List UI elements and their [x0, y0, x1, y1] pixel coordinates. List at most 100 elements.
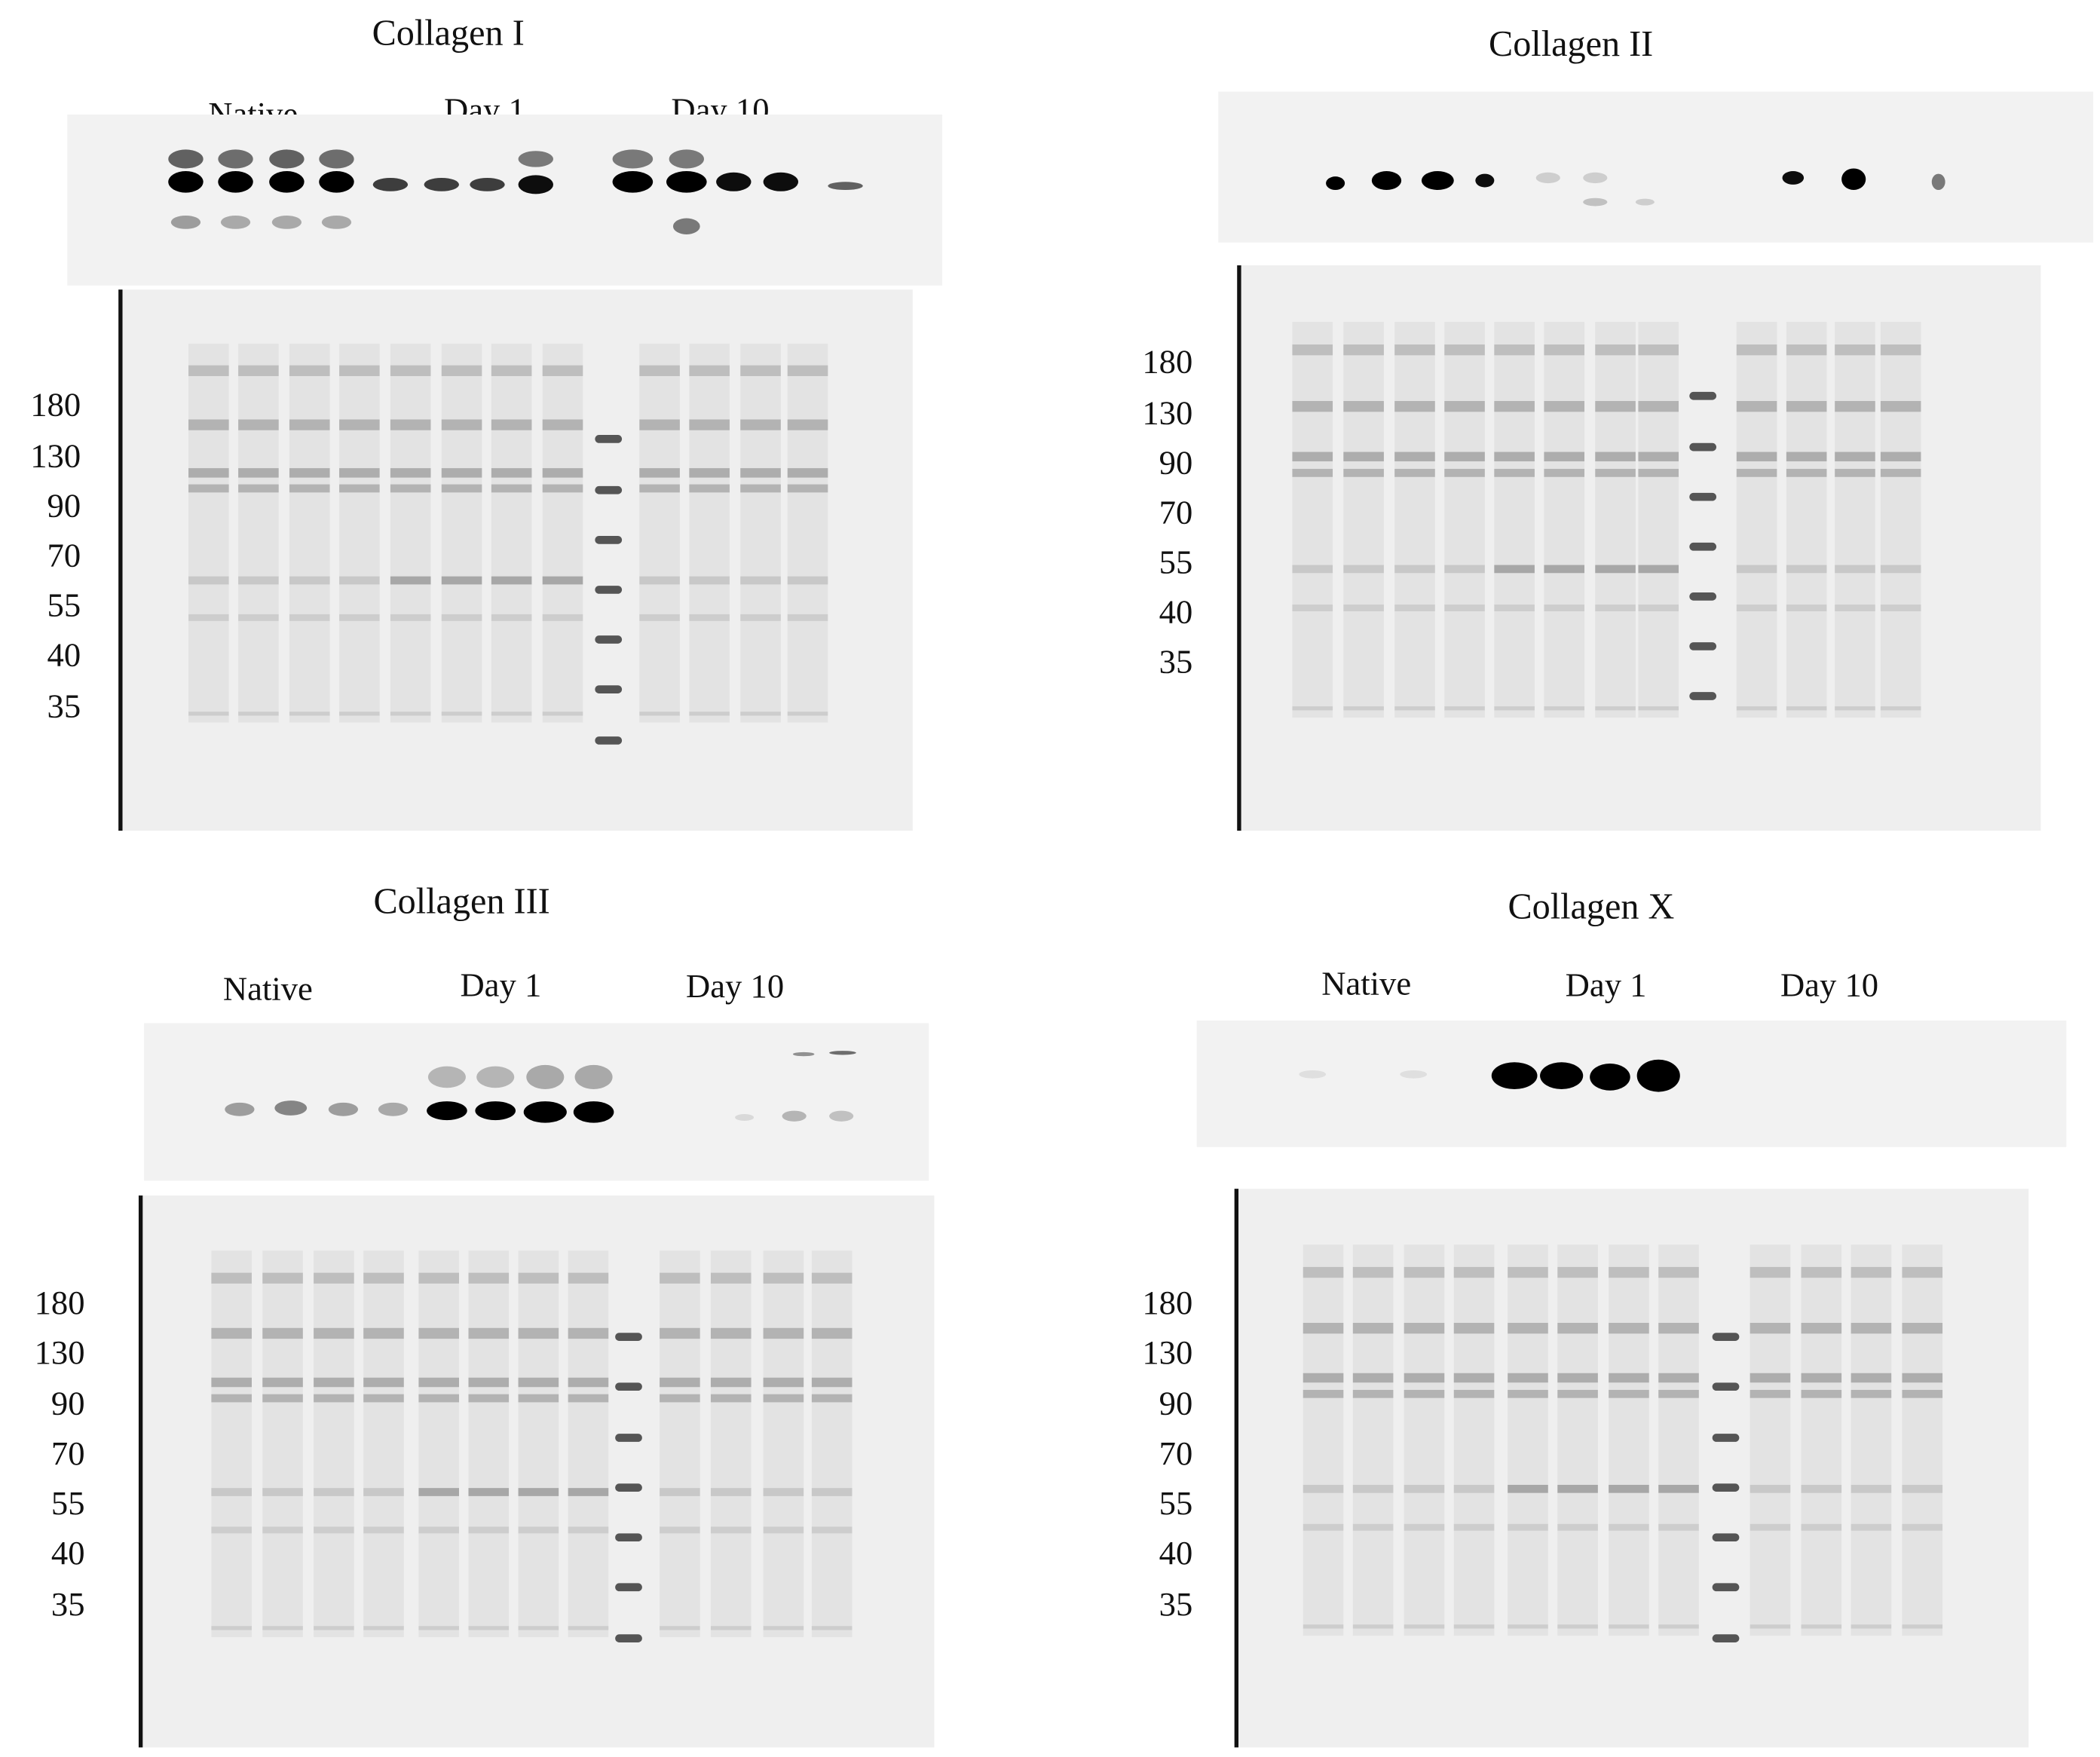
- gel-band: [1508, 1484, 1548, 1493]
- gel-band: [1835, 469, 1875, 477]
- gel-band: [211, 1272, 252, 1284]
- blot-band: [476, 1066, 515, 1088]
- gel-band: [211, 1394, 252, 1403]
- gel-band: [441, 712, 482, 716]
- ladder-band: [1712, 1382, 1740, 1391]
- blot-strip: [1196, 1020, 2067, 1147]
- gel-band: [1801, 1266, 1842, 1278]
- gel-band: [660, 1327, 700, 1339]
- blot-band: [523, 1101, 567, 1123]
- gel-lane: [441, 343, 482, 723]
- gel-band: [1658, 1624, 1699, 1629]
- marker-label: 55: [51, 1484, 85, 1522]
- gel-lane: [262, 1250, 303, 1637]
- gel-band: [339, 614, 380, 621]
- gel-band: [188, 419, 229, 430]
- gel-band: [1453, 1373, 1495, 1383]
- gel-band: [262, 1526, 303, 1534]
- blot-band: [829, 1110, 854, 1122]
- gel-band: [1609, 1624, 1649, 1629]
- marker-label: 90: [1159, 443, 1193, 481]
- gel-band: [1544, 605, 1585, 611]
- gel-band: [390, 576, 431, 585]
- gel-band: [639, 484, 680, 493]
- gel-band: [1835, 401, 1875, 412]
- gel-band: [763, 1626, 804, 1630]
- gel-band: [763, 1272, 804, 1284]
- gel-band: [1786, 565, 1827, 574]
- gel-band: [1595, 469, 1636, 477]
- gel-band: [262, 1626, 303, 1630]
- gel-band: [1902, 1266, 1943, 1278]
- blot-strip: [144, 1023, 929, 1181]
- gel-band: [1638, 605, 1679, 611]
- gel-band: [339, 365, 380, 376]
- gel-lane: [1658, 1244, 1699, 1636]
- gel-band: [339, 419, 380, 430]
- blot-strip: [67, 115, 943, 286]
- gel-band: [639, 712, 680, 716]
- marker-label: 90: [47, 487, 81, 525]
- gel-band: [1749, 1323, 1791, 1334]
- blot-band: [218, 149, 253, 169]
- gel-band: [441, 614, 482, 621]
- blot-band: [269, 171, 305, 193]
- gel-lane: [1638, 322, 1679, 718]
- gel-band: [1736, 451, 1777, 462]
- gel-band: [1595, 401, 1636, 412]
- blot-band: [1540, 1062, 1584, 1089]
- gel-band: [1494, 469, 1535, 477]
- gel-band: [1786, 401, 1827, 412]
- gel-lane: [1292, 322, 1333, 718]
- gel-band: [1835, 706, 1875, 711]
- gel-band: [1557, 1266, 1598, 1278]
- ladder-band: [615, 1434, 642, 1442]
- gel-band: [1303, 1484, 1344, 1493]
- blot-band: [716, 172, 752, 191]
- gel-band: [468, 1377, 510, 1388]
- gel-band: [1394, 451, 1435, 462]
- gel-band: [660, 1526, 700, 1534]
- gel-band: [740, 614, 781, 621]
- blot-band: [321, 215, 352, 229]
- gel-band: [339, 484, 380, 493]
- gel-edge: [1237, 265, 1241, 831]
- gel-band: [1902, 1323, 1943, 1334]
- gel-band: [1494, 605, 1535, 611]
- gel-band: [568, 1526, 609, 1534]
- gel-band: [491, 484, 532, 493]
- gel-band: [1786, 605, 1827, 611]
- panel-title: Collagen II: [1489, 24, 1653, 64]
- gel-band: [1352, 1484, 1394, 1493]
- ladder-band: [1689, 592, 1717, 601]
- gel-band: [491, 712, 532, 716]
- gel-band: [363, 1488, 404, 1496]
- marker-label: 90: [1159, 1385, 1193, 1422]
- gel-band: [660, 1394, 700, 1403]
- gel-band: [1835, 344, 1875, 356]
- gel-band: [710, 1488, 752, 1496]
- gel-lane: [740, 343, 781, 723]
- gel-band: [238, 614, 279, 621]
- gel-band: [1595, 565, 1636, 574]
- gel-band: [1292, 344, 1333, 356]
- gel-lane: [1508, 1244, 1548, 1636]
- gel-band: [1444, 605, 1485, 611]
- ladder-band: [595, 435, 623, 443]
- gel-lane: [689, 343, 730, 723]
- gel-lane: [468, 1250, 510, 1637]
- gel-band: [314, 1488, 354, 1496]
- gel-band: [1544, 451, 1585, 462]
- gel-band: [660, 1488, 700, 1496]
- gel-band: [363, 1377, 404, 1388]
- gel-band: [518, 1272, 559, 1284]
- gel-band: [418, 1377, 459, 1388]
- blot-band: [1535, 172, 1560, 184]
- blot-band: [1475, 173, 1495, 188]
- ladder-band: [595, 635, 623, 644]
- gel-band: [238, 712, 279, 716]
- gel-lane: [1880, 322, 1921, 718]
- gel-band: [542, 614, 583, 621]
- group-label: Day 1: [460, 966, 541, 1003]
- marker-label: 70: [51, 1434, 85, 1472]
